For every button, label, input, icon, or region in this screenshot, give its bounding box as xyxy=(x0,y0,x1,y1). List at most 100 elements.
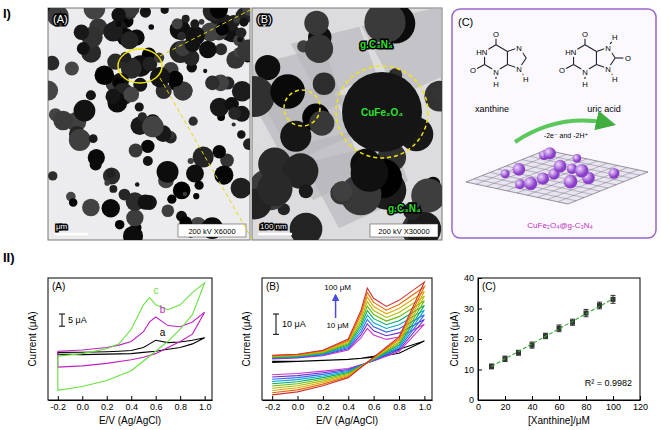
bond xyxy=(507,51,508,64)
particle xyxy=(148,24,154,30)
catalyst-label: CuFe₂O₄@g-C₃N₄ xyxy=(527,221,592,230)
x-tick-label: 40 xyxy=(527,402,537,412)
x-tick-label: 0.8 xyxy=(174,402,187,412)
particle xyxy=(189,117,198,126)
particle xyxy=(190,19,199,28)
x-tick: 0.0 xyxy=(292,396,305,412)
x-tick-mark xyxy=(640,396,641,400)
scale-bar-cap xyxy=(273,334,279,335)
y-tick: 10 xyxy=(464,365,482,375)
series-line xyxy=(272,296,424,388)
error-cap xyxy=(557,331,562,332)
particle xyxy=(432,84,442,102)
x-tick-mark xyxy=(272,396,273,400)
molecule-name: uric acid xyxy=(587,104,621,114)
scale-bar xyxy=(62,314,63,326)
series-line xyxy=(272,291,424,390)
particle xyxy=(150,67,170,87)
particle xyxy=(228,24,235,31)
particle xyxy=(194,181,203,190)
error-cap xyxy=(597,308,602,309)
molecule: OHNONHNHONH xyxy=(559,30,631,89)
bond xyxy=(476,65,484,69)
annotation: g.C₃N₄ xyxy=(360,39,393,50)
x-tick-label: 0.4 xyxy=(343,402,356,412)
x-axis: -0.20.00.20.40.60.81.0 xyxy=(49,396,213,412)
particle xyxy=(330,182,353,205)
x-tick: 100 xyxy=(606,396,621,412)
particle xyxy=(48,81,58,101)
sheet-grid xyxy=(558,170,638,202)
particle xyxy=(103,22,123,42)
particle xyxy=(213,145,227,159)
series-line xyxy=(492,299,614,367)
series-label: c xyxy=(154,285,159,296)
particle xyxy=(173,182,191,200)
particle xyxy=(233,17,240,24)
particle xyxy=(232,122,236,126)
reaction-arrow xyxy=(515,121,612,142)
nanoparticle xyxy=(543,147,555,159)
x-tick-mark xyxy=(58,396,59,400)
zoom-region xyxy=(118,49,162,83)
particle xyxy=(123,87,139,103)
nanoparticle xyxy=(524,177,537,190)
x-tick-label: 120 xyxy=(633,402,648,412)
atom-label: N xyxy=(605,44,611,53)
atom-label: H xyxy=(493,80,499,89)
particle xyxy=(105,89,120,104)
x-tick: 20 xyxy=(500,396,510,412)
atom-label: N xyxy=(516,65,522,74)
panel-label: (B) xyxy=(266,281,279,292)
nanoparticle xyxy=(609,168,620,179)
scale-bar xyxy=(54,233,88,236)
particle xyxy=(364,8,405,43)
figure: I)II)(A)200 kV X6000μm(B)200 kV X3000010… xyxy=(0,0,661,430)
series-line xyxy=(58,283,205,390)
particle xyxy=(237,130,245,138)
particle xyxy=(305,35,333,63)
x-tick: 80 xyxy=(581,396,591,412)
series-line xyxy=(272,319,424,377)
annotation: 10 μM xyxy=(326,321,349,330)
particle xyxy=(304,11,329,36)
particle xyxy=(104,180,110,186)
particle xyxy=(116,21,122,27)
y-axis-title: Current (μA) xyxy=(241,311,252,366)
scale-bar-label: 100 nm xyxy=(260,222,287,231)
atom-label: O xyxy=(625,54,631,63)
y-axis: 010203040 xyxy=(464,273,482,405)
x-tick: 0.4 xyxy=(125,396,138,412)
x-tick: 0.6 xyxy=(150,396,163,412)
annotation: 100 μM xyxy=(324,283,351,292)
bond xyxy=(585,45,596,52)
particle xyxy=(143,8,149,13)
error-cap xyxy=(570,319,575,320)
particle xyxy=(215,43,227,55)
x-axis-title: [Xanthine]/μM xyxy=(528,415,590,426)
micrograph-texture xyxy=(252,8,442,240)
annotation: CuFe₂O₄ xyxy=(361,107,403,118)
x-axis: 020406080100120 xyxy=(476,396,648,412)
y-tick-label: 40 xyxy=(464,273,474,283)
x-tick: 60 xyxy=(554,396,564,412)
scale-bar-label: 10 μA xyxy=(282,319,306,329)
chart: -0.20.00.20.40.60.81.0(B)E/V (Ag/AgCl)Cu… xyxy=(241,278,433,426)
x-tick: 0.0 xyxy=(77,396,90,412)
atom-label: O xyxy=(493,30,499,39)
y-tick: 40 xyxy=(464,273,482,283)
error-cap xyxy=(530,348,535,349)
plot-area xyxy=(489,295,616,369)
particle xyxy=(216,23,229,36)
particle xyxy=(157,161,179,183)
particle xyxy=(239,18,248,27)
error-cap xyxy=(584,309,589,310)
particle xyxy=(74,25,89,40)
x-axis-line xyxy=(49,400,213,401)
x-tick-mark xyxy=(323,396,324,400)
arrow-label: -2e⁻ and -2H⁺ xyxy=(544,132,589,139)
x-tick: 0.6 xyxy=(368,396,381,412)
x-tick-label: 0.4 xyxy=(125,402,138,412)
particle xyxy=(142,116,164,138)
particle xyxy=(84,8,106,20)
